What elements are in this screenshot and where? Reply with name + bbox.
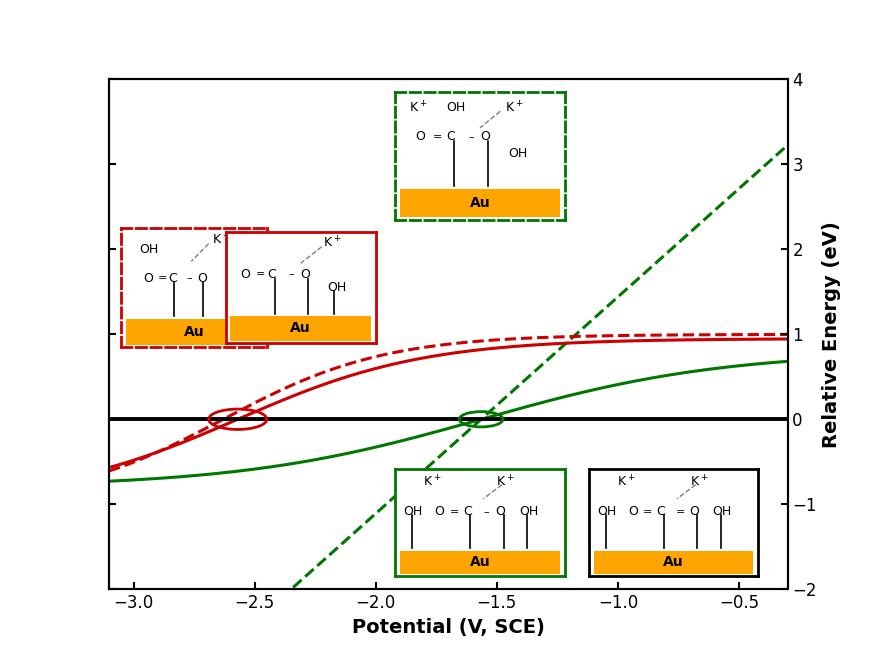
Text: C: C <box>168 271 177 285</box>
Text: K$^+$: K$^+$ <box>617 474 635 489</box>
Text: C: C <box>446 130 455 143</box>
Text: =: = <box>255 269 265 279</box>
Text: =: = <box>450 506 458 517</box>
Text: O: O <box>416 130 425 143</box>
Text: O: O <box>241 268 250 281</box>
Text: OH: OH <box>446 101 466 114</box>
Bar <box>126 318 262 345</box>
Text: OH: OH <box>139 243 158 256</box>
Bar <box>400 189 560 217</box>
Text: Au: Au <box>663 555 684 569</box>
Text: OH: OH <box>403 505 423 518</box>
Text: Au: Au <box>470 196 490 210</box>
Text: K$^+$: K$^+$ <box>409 100 427 115</box>
Bar <box>230 316 371 340</box>
Text: O: O <box>495 505 505 518</box>
Text: K$^+$: K$^+$ <box>323 236 341 251</box>
Text: OH: OH <box>598 505 617 518</box>
Text: C: C <box>463 505 472 518</box>
Text: –: – <box>483 506 489 517</box>
Text: O: O <box>197 271 206 285</box>
Text: –: – <box>289 269 294 279</box>
Text: O: O <box>144 271 153 285</box>
Bar <box>594 551 753 574</box>
Text: –: – <box>468 132 473 142</box>
Text: =: = <box>643 506 653 517</box>
Text: C: C <box>657 505 666 518</box>
Text: Au: Au <box>290 322 311 336</box>
Text: OH: OH <box>508 147 528 160</box>
Text: O: O <box>434 505 444 518</box>
Text: K$^+$: K$^+$ <box>506 100 524 115</box>
Text: =: = <box>432 132 442 142</box>
Text: OH: OH <box>328 281 347 294</box>
Text: K$^+$: K$^+$ <box>690 474 708 489</box>
Y-axis label: Relative Energy (eV): Relative Energy (eV) <box>822 221 842 448</box>
Text: –: – <box>187 273 192 283</box>
Bar <box>400 551 560 574</box>
Text: K$^+$: K$^+$ <box>424 474 442 489</box>
Text: Au: Au <box>184 324 205 338</box>
Text: =: = <box>676 506 685 517</box>
Text: K$^+$: K$^+$ <box>496 474 514 489</box>
Text: OH: OH <box>519 505 538 518</box>
Text: Au: Au <box>470 555 490 569</box>
Text: O: O <box>628 505 638 518</box>
Text: O: O <box>689 505 699 518</box>
Text: O: O <box>301 268 311 281</box>
Text: O: O <box>480 130 490 143</box>
Text: =: = <box>158 273 167 283</box>
Text: OH: OH <box>712 505 732 518</box>
Text: K$^+$: K$^+$ <box>212 232 230 248</box>
X-axis label: Potential (V, SCE): Potential (V, SCE) <box>352 618 545 637</box>
Text: C: C <box>268 268 276 281</box>
